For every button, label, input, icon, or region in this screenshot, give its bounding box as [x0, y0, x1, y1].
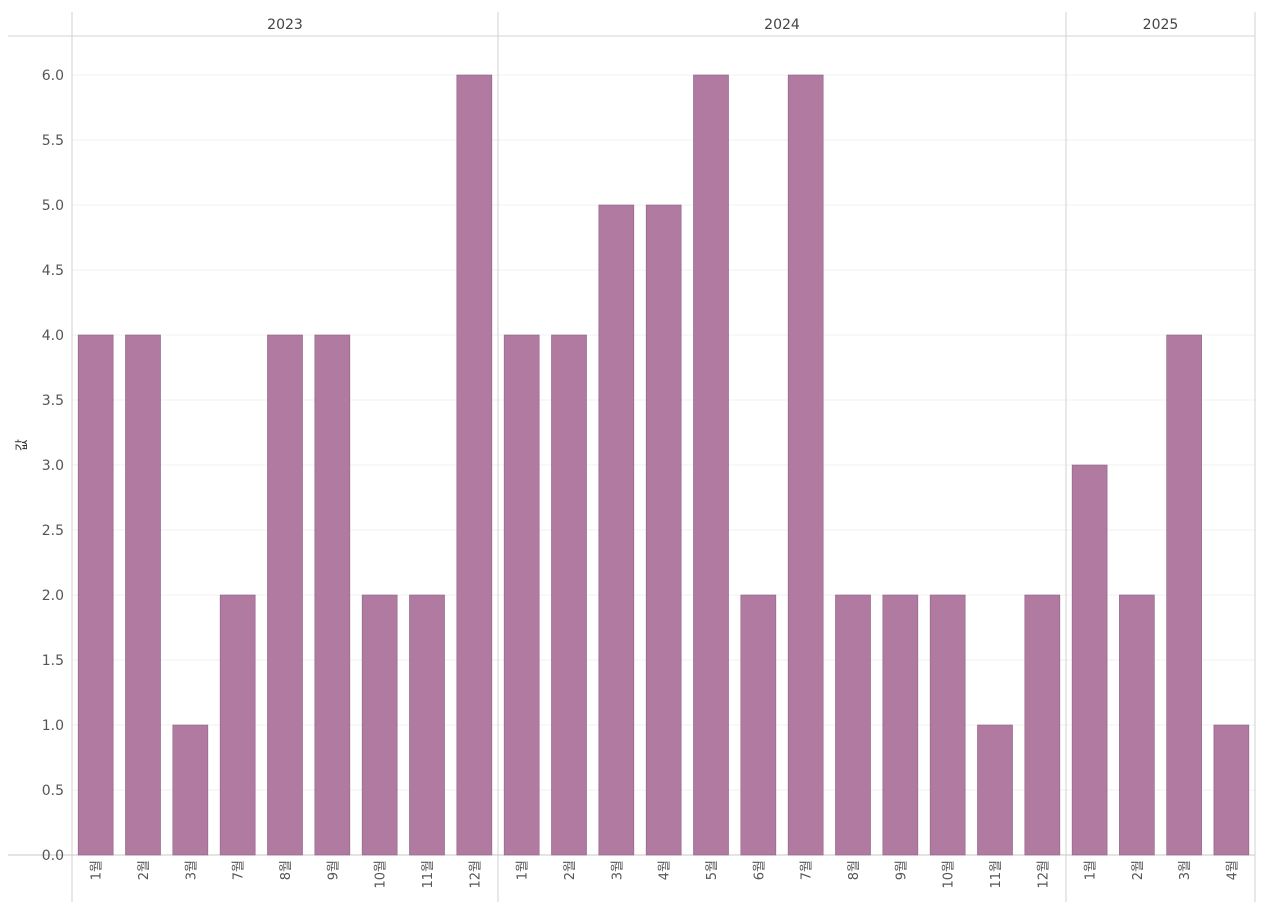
year-header-label: 2025 — [1143, 17, 1179, 33]
bar — [314, 334, 351, 856]
bar — [551, 334, 587, 856]
bar — [1119, 594, 1155, 856]
bar — [77, 334, 114, 856]
bar — [1213, 724, 1250, 856]
bar — [409, 594, 445, 856]
x-tick-label: 11월 — [989, 860, 1004, 889]
bar — [693, 74, 729, 856]
y-tick-label: 0.5 — [42, 783, 64, 799]
y-tick-label: 2.0 — [42, 588, 64, 604]
y-tick-label: 6.0 — [42, 68, 64, 84]
x-tick-label: 7월 — [800, 860, 815, 880]
bar — [929, 594, 966, 856]
bar — [740, 594, 777, 856]
x-tick-label: 11월 — [421, 860, 436, 889]
y-tick-label: 1.5 — [42, 653, 64, 669]
x-tick-label: 9월 — [894, 860, 909, 880]
bar — [503, 334, 540, 856]
x-tick-label: 3월 — [1178, 860, 1193, 880]
x-tick-label: 12월 — [1036, 860, 1051, 889]
x-tick-label: 3월 — [184, 860, 199, 880]
x-tick-label: 4월 — [658, 860, 673, 880]
x-tick-label: 2월 — [137, 860, 152, 880]
y-tick-label: 2.5 — [42, 523, 64, 539]
bar — [219, 594, 256, 856]
x-tick-label: 1월 — [1084, 860, 1099, 880]
bar — [267, 334, 303, 856]
y-tick-label: 4.5 — [42, 263, 64, 279]
x-tick-label: 8월 — [279, 860, 294, 880]
bar — [645, 204, 682, 856]
x-tick-label: 6월 — [752, 860, 767, 880]
y-axis-title: 값 — [15, 439, 30, 451]
x-tick-label: 3월 — [610, 860, 625, 880]
year-header-label: 2023 — [267, 17, 303, 33]
x-tick-label: 8월 — [847, 860, 862, 880]
y-tick-label: 5.0 — [42, 198, 64, 214]
x-tick-label: 5월 — [705, 860, 720, 880]
bar — [787, 74, 824, 856]
bar — [1024, 594, 1061, 856]
y-tick-label: 3.5 — [42, 393, 64, 409]
x-tick-label: 1월 — [90, 860, 105, 880]
bar — [977, 724, 1013, 856]
x-tick-label: 2월 — [1131, 860, 1146, 880]
y-tick-label: 5.5 — [42, 133, 64, 149]
bar — [456, 74, 493, 856]
x-tick-label: 10월 — [374, 860, 389, 889]
bar — [835, 594, 871, 856]
bar — [882, 594, 919, 856]
x-tick-label: 1월 — [516, 860, 531, 880]
bar — [1071, 464, 1108, 856]
year-header-label: 2024 — [764, 17, 800, 33]
x-tick-label: 4월 — [1225, 860, 1240, 880]
x-tick-label: 12월 — [468, 860, 483, 889]
y-tick-label: 4.0 — [42, 328, 64, 344]
x-tick-label: 2월 — [563, 860, 578, 880]
y-tick-label: 1.0 — [42, 718, 64, 734]
bar — [361, 594, 398, 856]
x-tick-label: 9월 — [326, 860, 341, 880]
bar — [125, 334, 161, 856]
x-tick-label: 10월 — [942, 860, 957, 889]
bar — [172, 724, 209, 856]
x-tick-label: 7월 — [232, 860, 247, 880]
bar — [598, 204, 635, 856]
y-tick-label: 3.0 — [42, 458, 64, 474]
bar — [1166, 334, 1202, 856]
y-tick-label: 0.0 — [42, 848, 64, 864]
